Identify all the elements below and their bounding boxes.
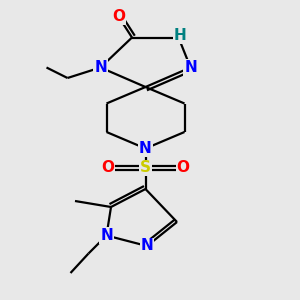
Text: H: H — [174, 28, 186, 44]
Text: N: N — [94, 60, 107, 75]
Text: N: N — [141, 238, 153, 253]
Text: N: N — [100, 228, 113, 243]
Text: O: O — [101, 160, 115, 175]
Text: N: N — [184, 60, 197, 75]
Text: S: S — [140, 160, 151, 175]
Text: O: O — [112, 9, 125, 24]
Text: N: N — [139, 141, 152, 156]
Text: O: O — [176, 160, 190, 175]
